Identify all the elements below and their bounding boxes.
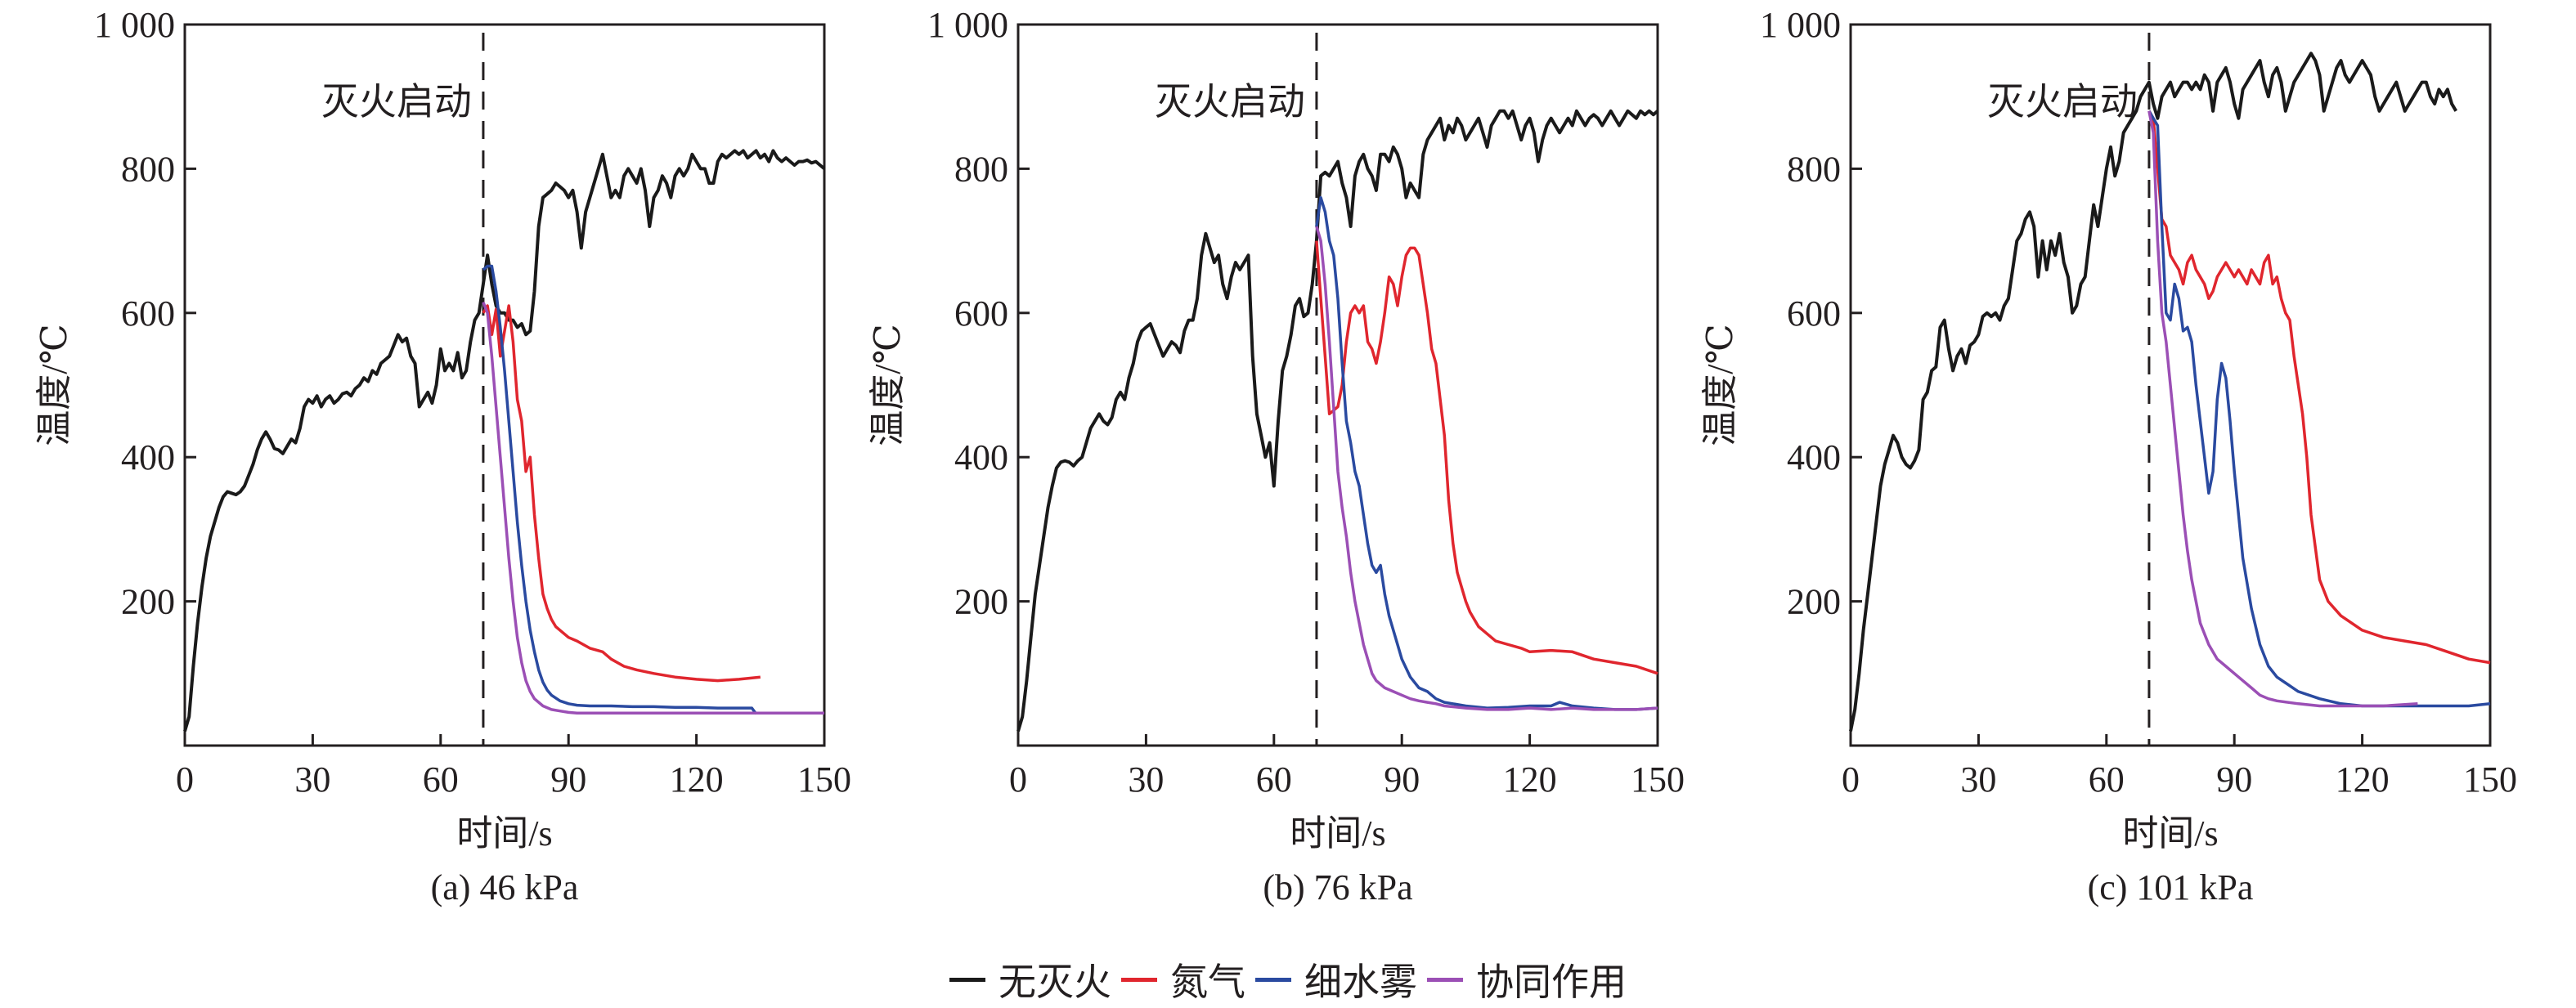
x-axis-title: 时间/s <box>2122 813 2218 853</box>
y-axis-title: 温度/℃ <box>34 324 74 446</box>
suppression-start-label: 灭火启动 <box>1155 79 1305 123</box>
y-tick-label: 800 <box>954 149 1008 189</box>
x-tick-label: 60 <box>1256 759 1292 800</box>
legend-item-no-suppression: 无灭火 <box>949 952 1111 1006</box>
x-tick-label: 30 <box>294 759 330 800</box>
x-tick-label: 90 <box>1384 759 1420 800</box>
panel-caption: (b) 76 kPa <box>1263 867 1412 907</box>
x-axis-title: 时间/s <box>456 813 552 853</box>
x-axis-title: 时间/s <box>1290 813 1385 853</box>
x-tick-label: 30 <box>1128 759 1164 800</box>
legend-label: 氮气 <box>1170 960 1245 1004</box>
legend-label: 无灭火 <box>999 960 1111 1004</box>
y-axis-title: 温度/℃ <box>868 324 908 446</box>
y-tick-label: 200 <box>954 582 1008 622</box>
x-tick-label: 150 <box>1631 759 1685 800</box>
series-line-no-suppression <box>1016 109 1659 732</box>
series-line-water-mist <box>482 264 758 715</box>
x-tick-label: 60 <box>2089 759 2125 800</box>
plot-frame <box>183 23 826 747</box>
y-tick-label: 200 <box>1787 582 1841 622</box>
x-tick-label: 0 <box>1842 759 1860 800</box>
y-axis-title: 温度/℃ <box>1700 324 1740 446</box>
chart-panel-1: 0 30 60 90 120 150 200 400 600 800 1 000 时间/s 温度/℃ (a… <box>34 5 851 907</box>
suppression-start-label: 灭火启动 <box>1987 79 2138 123</box>
x-tick-label: 0 <box>1009 759 1027 800</box>
legend-item-synergy: 协同作用 <box>1427 952 1627 1006</box>
series-line-no-suppression <box>183 149 826 732</box>
x-tick-label: 30 <box>1960 759 1996 800</box>
legend-swatch <box>1427 977 1463 982</box>
suppression-start-label: 灭火启动 <box>321 79 472 123</box>
y-tick-label: 600 <box>954 293 1008 334</box>
series-line-nitrogen <box>2147 110 2491 665</box>
chart-panel-3: 0 30 60 90 120 150 200 400 600 800 1 000 时间/s 温度/℃ (c… <box>1700 5 2517 907</box>
y-tick-label: 400 <box>121 437 175 477</box>
legend-item-nitrogen: 氮气 <box>1121 952 1245 1006</box>
x-tick-label: 90 <box>550 759 586 800</box>
y-tick-label: 800 <box>1787 149 1841 189</box>
legend-swatch <box>1255 977 1291 982</box>
series-line-synergy <box>2147 110 2418 708</box>
plot-frame <box>1016 23 1659 747</box>
series-line-no-suppression <box>1849 52 2458 732</box>
x-tick-label: 60 <box>423 759 459 800</box>
x-tick-label: 0 <box>176 759 194 800</box>
y-tick-label: 200 <box>121 582 175 622</box>
legend-label: 细水雾 <box>1304 960 1417 1004</box>
legend: 无灭火 氮气 细水雾 协同作用 <box>0 955 2576 1004</box>
x-tick-label: 120 <box>1503 759 1557 800</box>
x-tick-label: 150 <box>797 759 851 800</box>
series-line-synergy <box>482 301 824 715</box>
legend-item-water-mist: 细水雾 <box>1255 952 1417 1006</box>
y-tick-label: 1 000 <box>94 5 175 45</box>
y-tick-label: 400 <box>1787 437 1841 477</box>
x-tick-label: 120 <box>2336 759 2390 800</box>
y-tick-label: 400 <box>954 437 1008 477</box>
plot-frame <box>1849 23 2492 747</box>
panel-caption: (a) 46 kPa <box>431 867 579 907</box>
x-tick-label: 90 <box>2216 759 2252 800</box>
series-line-nitrogen <box>482 304 761 683</box>
y-tick-label: 800 <box>121 149 175 189</box>
legend-label: 协同作用 <box>1476 960 1627 1004</box>
panel-caption: (c) 101 kPa <box>2088 867 2254 907</box>
series-line-nitrogen <box>1315 240 1658 675</box>
series-line-synergy <box>1315 226 1658 711</box>
legend-swatch <box>1121 977 1157 982</box>
x-tick-label: 150 <box>2463 759 2517 800</box>
x-tick-label: 120 <box>670 759 724 800</box>
series-line-water-mist <box>1315 195 1658 711</box>
y-tick-label: 600 <box>121 293 175 334</box>
y-tick-label: 1 000 <box>1760 5 1841 45</box>
y-tick-label: 600 <box>1787 293 1841 334</box>
chart-panel-2: 0 30 60 90 120 150 200 400 600 800 1 000 时间/s 温度/℃ (b… <box>868 5 1685 907</box>
legend-swatch <box>949 977 985 982</box>
y-tick-label: 1 000 <box>927 5 1008 45</box>
